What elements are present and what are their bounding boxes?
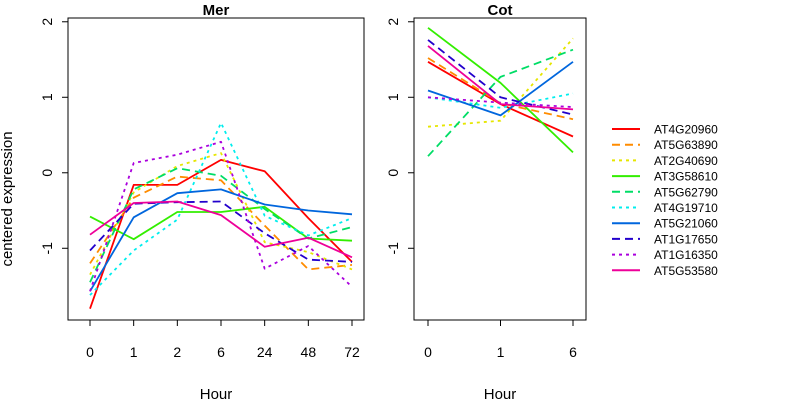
series-line-at5g63890 [89,175,353,271]
series-line-at1g16350 [89,140,353,292]
y-tick-label: 2 [385,18,401,26]
y-tick-label: 2 [39,18,55,26]
y-tick-label: -1 [39,242,55,255]
series-line-at2g40690 [427,37,574,128]
series-line-at1g17650 [427,39,574,116]
series-line-at1g16350 [427,96,574,108]
legend-entry: AT1G17650 [654,232,718,246]
y-axis-label: centered expression [0,131,16,266]
x-axis-label: Hour [200,386,233,400]
series-line-at5g21060 [427,61,574,117]
series-line-at4g20960 [89,158,353,309]
legend: AT4G20960AT5G63890AT2G40690AT3G58610AT5G… [612,123,718,278]
legend-entry: AT5G63890 [654,138,718,152]
x-axis-label: Hour [484,386,517,400]
series-line-at5g21060 [89,188,353,292]
legend-entry: AT4G19710 [654,201,718,215]
legend-entry: AT5G21060 [654,217,718,231]
y-tick-label: 1 [385,93,401,101]
y-tick-label: 0 [39,169,55,177]
x-tick-label: 6 [217,344,225,360]
x-tick-label: 2 [173,344,181,360]
legend-entry: AT5G62790 [654,185,718,199]
x-tick-label: 0 [424,344,432,360]
y-tick-label: 0 [385,169,401,177]
x-tick-label: 72 [344,344,360,360]
x-tick-label: 1 [497,344,505,360]
legend-entry: AT3G58610 [654,170,718,184]
plot-frame [67,17,365,321]
legend-entry: AT5G53580 [654,264,718,278]
x-tick-label: 6 [569,344,577,360]
y-tick-label: 1 [39,93,55,101]
legend-entry: AT1G16350 [654,248,718,262]
series-line-at2g40690 [89,152,353,276]
legend-entry: AT2G40690 [654,154,718,168]
panel-title: Mer [203,2,230,19]
x-tick-label: 24 [257,344,273,360]
series-line-at5g62790 [427,48,574,157]
series-line-at5g53580 [89,200,353,259]
x-tick-label: 1 [130,344,138,360]
legend-entry: AT4G20960 [654,123,718,137]
x-tick-label: 48 [301,344,317,360]
panel-cot: Cot -1 0 1 2 0 1 6 Hour [385,2,587,403]
series-line-at4g19710 [89,122,353,296]
series-line-at5g53580 [427,45,574,111]
series-line-at3g58610 [427,27,574,154]
x-tick-label: 0 [86,344,94,360]
panel-title: Cot [488,2,513,19]
y-tick-label: -1 [385,242,401,255]
panel-mer: Mer -1 0 1 2 0 1 2 6 24 48 72 Hour [39,2,365,403]
